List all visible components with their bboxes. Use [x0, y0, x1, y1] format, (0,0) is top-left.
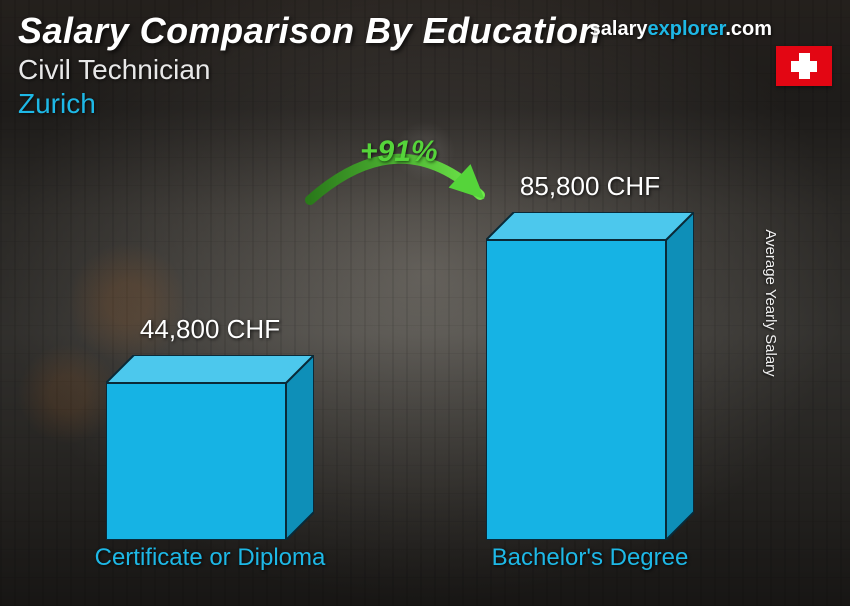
bar-category-label: Bachelor's Degree — [440, 544, 740, 572]
brand-mid: explorer — [647, 18, 725, 40]
bar-group: 44,800 CHF — [105, 305, 315, 540]
chart-subtitle-role: Civil Technician — [18, 54, 601, 86]
brand-prefix: salary — [590, 18, 648, 40]
bar-3d — [106, 355, 314, 540]
switzerland-flag-icon — [776, 46, 832, 86]
chart-subtitle-location: Zurich — [18, 88, 601, 120]
flag-cross-horizontal — [791, 61, 817, 72]
bar-category-label: Certificate or Diploma — [60, 544, 360, 572]
bar-group: 85,800 CHF — [485, 162, 695, 540]
percent-increase-label: +91% — [360, 135, 438, 169]
bar-value-label: 44,800 CHF — [105, 314, 315, 345]
brand-suffix: .com — [725, 18, 772, 40]
bar-3d — [486, 212, 694, 540]
chart-title: Salary Comparison By Education — [18, 10, 601, 52]
bar-value-label: 85,800 CHF — [485, 171, 695, 202]
infographic-overlay: Salary Comparison By Education Civil Tec… — [0, 0, 850, 606]
brand-watermark: salaryexplorer.com — [590, 18, 772, 41]
title-block: Salary Comparison By Education Civil Tec… — [18, 10, 601, 120]
bar-chart: +91% 44,800 CHFCertificate or Diploma85,… — [0, 150, 850, 570]
